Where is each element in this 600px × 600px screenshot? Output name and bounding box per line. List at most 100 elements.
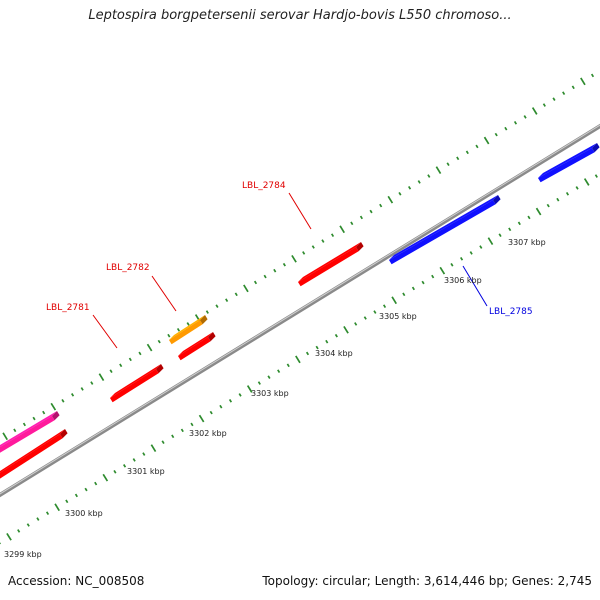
gene-label: LBL_2785 — [489, 307, 533, 317]
tick-mark — [113, 469, 117, 474]
tick-mark — [209, 410, 213, 415]
tick-mark — [315, 345, 319, 350]
tick-mark — [45, 511, 50, 515]
tick-mark — [13, 428, 17, 433]
gene-features — [0, 143, 600, 479]
gene-bar-red-1-top — [0, 429, 65, 473]
tick-mark — [90, 381, 94, 385]
gene-label: LBL_2784 — [242, 181, 286, 191]
tick-mark — [498, 233, 502, 238]
genome-summary-text: Topology: circular; Length: 3,614,446 bp… — [262, 574, 592, 588]
tick-mark — [421, 280, 425, 285]
scale-label: 3301 kbp — [127, 467, 165, 476]
tick-mark — [517, 221, 521, 226]
gene-bar-magenta — [0, 411, 60, 453]
gene-bar-red-lbl2784-end — [356, 242, 364, 252]
tick-mark — [552, 97, 556, 101]
gene-bar-blue-lbl2785-front — [389, 200, 496, 265]
tick-mark — [102, 473, 109, 482]
tick-mark — [180, 428, 184, 433]
tick-mark — [334, 333, 338, 338]
tick-mark — [565, 191, 570, 196]
tick-mark — [373, 310, 377, 314]
tick-mark — [219, 404, 223, 409]
tick-mark — [128, 357, 132, 362]
tick-mark — [590, 73, 595, 78]
gene-bar-red-lbl2781-front — [110, 369, 159, 403]
backbone — [0, 123, 600, 498]
scale-label: 3303 kbp — [251, 389, 289, 398]
tick-mark — [508, 227, 512, 232]
tick-mark — [277, 369, 281, 374]
scale-label: 3300 kbp — [65, 509, 103, 518]
gene-bar-red-2-front — [178, 337, 211, 361]
gene-bar-orange-lbl2782-front — [169, 320, 203, 345]
tick-mark — [238, 393, 242, 397]
tick-mark — [234, 292, 238, 297]
tick-mark — [583, 178, 590, 186]
tick-mark — [311, 245, 315, 249]
gene-bar-red-1-end — [60, 429, 68, 439]
tick-mark — [527, 215, 531, 220]
tick-mark — [446, 162, 450, 167]
gene-label: LBL_2781 — [46, 303, 90, 313]
tick-mark — [65, 499, 69, 504]
scale-label: 3307 kbp — [508, 238, 546, 247]
tick-mark — [504, 126, 508, 131]
tick-mark — [571, 85, 575, 90]
gene-bar-red-lbl2781-top — [110, 364, 161, 398]
tick-mark — [94, 481, 98, 486]
gene-bar-red-lbl2784-top — [298, 242, 361, 282]
map-title: Leptospira borgpetersenii serovar Hardjo… — [88, 8, 512, 23]
tick-mark — [98, 373, 105, 381]
backbone-line — [0, 123, 600, 498]
tick-mark — [305, 351, 310, 356]
scale-label: 3306 kbp — [444, 276, 482, 285]
tick-mark — [325, 339, 329, 344]
tick-mark — [61, 398, 65, 403]
tick-mark — [475, 144, 479, 149]
tick-mark — [282, 262, 286, 267]
scale-labels: 3299 kbp 3300 kbp 3301 kbp 3302 kbp 3303 kbp… — [4, 238, 546, 559]
tick-mark — [161, 440, 165, 445]
tick-mark — [198, 414, 205, 423]
tick-mark — [243, 284, 249, 293]
tick-mark — [17, 529, 21, 533]
tick-mark — [186, 322, 190, 326]
tick-mark — [74, 493, 78, 498]
gene-bar-magenta-front — [0, 416, 55, 453]
tick-mark — [253, 280, 258, 285]
gene-bar-red-lbl2781-end — [156, 364, 164, 374]
tick-mark — [176, 327, 181, 332]
tick-mark — [80, 387, 84, 391]
gene-bar-orange-lbl2782-end — [200, 315, 208, 325]
tick-mark — [6, 532, 12, 541]
tick-mark — [295, 355, 301, 364]
tick-mark — [321, 239, 325, 243]
tick-mark — [42, 410, 46, 415]
tick-mark — [228, 398, 233, 403]
callout-line — [462, 265, 488, 307]
tick-mark — [542, 103, 546, 107]
gene-bar-red-lbl2781 — [110, 364, 164, 403]
gene-bar-blue-2 — [538, 143, 600, 183]
tick-mark — [513, 120, 518, 125]
tick-mark — [26, 523, 30, 527]
tick-mark — [535, 207, 542, 216]
tick-mark — [411, 286, 415, 291]
tick-mark — [580, 77, 586, 86]
tick-mark — [460, 257, 464, 261]
tick-mark — [469, 251, 473, 255]
callout-line — [288, 192, 312, 230]
tick-mark — [431, 274, 435, 279]
callout-line — [92, 314, 118, 349]
gene-bar-red-lbl2784 — [298, 242, 364, 287]
tick-mark — [330, 233, 335, 237]
tick-mark — [450, 262, 454, 267]
tick-mark — [146, 343, 153, 352]
gene-bar-blue-2-front — [538, 148, 595, 183]
tick-mark — [267, 375, 271, 379]
tick-rings — [0, 73, 598, 545]
tick-mark — [594, 174, 598, 178]
tick-mark — [339, 225, 345, 234]
